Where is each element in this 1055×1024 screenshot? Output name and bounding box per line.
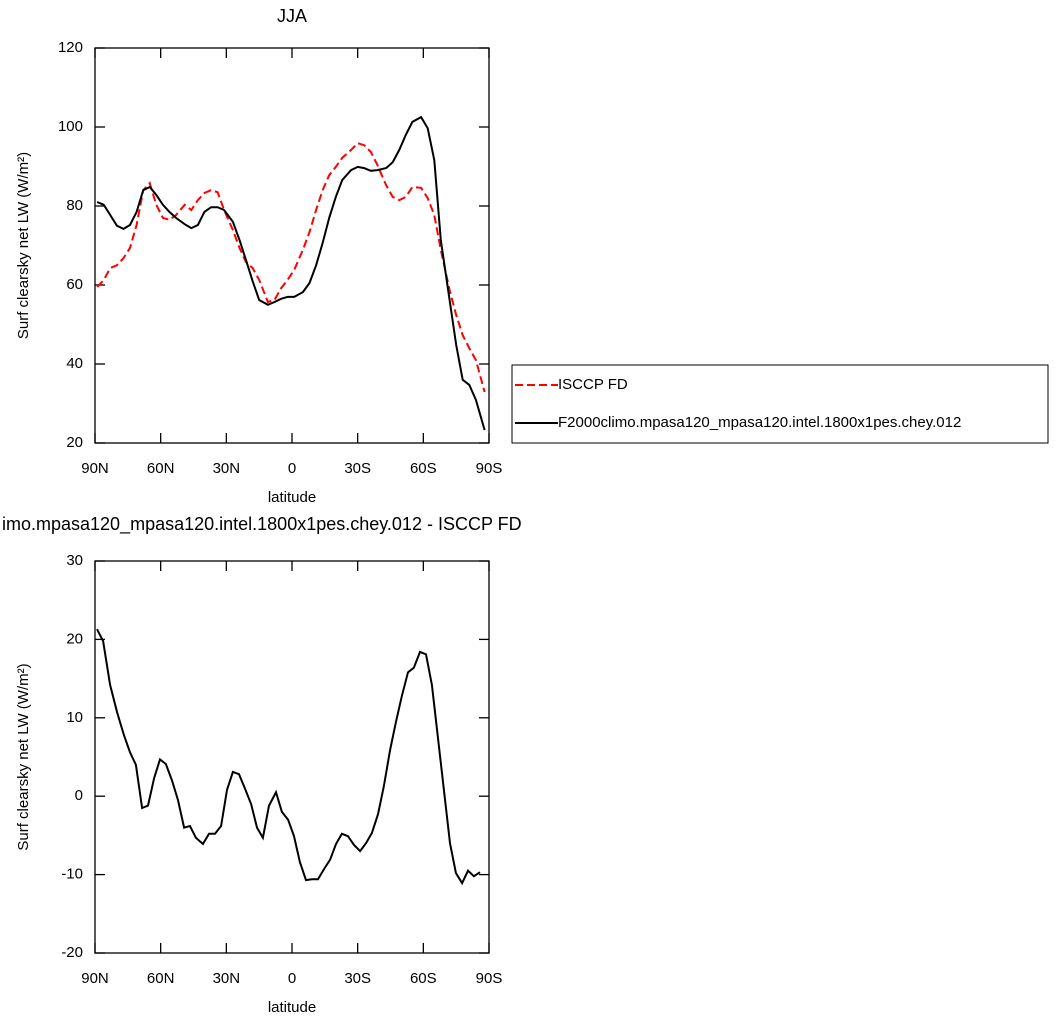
y-tick-label: 60 — [66, 276, 83, 293]
data-line — [96, 628, 481, 886]
y-axis-label: Surf clearsky net LW (W/m²) — [15, 152, 32, 339]
y-tick-label: 40 — [66, 355, 83, 372]
y-tick-label: 80 — [66, 197, 83, 214]
x-tick-label: 90N — [81, 970, 109, 987]
chart-title: JJA — [277, 6, 307, 26]
y-tick-label: 10 — [66, 709, 83, 726]
x-tick-label: 60S — [410, 460, 437, 477]
x-tick-label: 0 — [288, 970, 296, 987]
x-tick-label: 90N — [81, 460, 109, 477]
data-line — [96, 142, 486, 393]
y-tick-label: 20 — [66, 630, 83, 647]
legend-label: ISCCP FD — [558, 376, 628, 393]
x-tick-label: 60S — [410, 970, 437, 987]
x-tick-label: 30S — [344, 460, 371, 477]
x-tick-label: 60N — [147, 970, 175, 987]
y-tick-label: -10 — [61, 866, 83, 883]
x-tick-label: 30N — [213, 970, 241, 987]
y-tick-label: 0 — [75, 787, 83, 804]
plot-frame — [94, 560, 490, 954]
x-tick-label: 30N — [213, 460, 241, 477]
y-tick-label: 120 — [58, 39, 83, 56]
x-axis-label: latitude — [268, 999, 316, 1016]
legend-box — [511, 364, 1049, 444]
y-axis-label: Surf clearsky net LW (W/m²) — [15, 663, 32, 850]
x-tick-label: 90S — [476, 970, 503, 987]
x-tick-label: 90S — [476, 460, 503, 477]
x-tick-label: 60N — [147, 460, 175, 477]
plot-frame — [94, 47, 490, 444]
data-line — [96, 115, 486, 431]
legend-label: F2000climo.mpasa120_mpasa120.intel.1800x… — [558, 414, 961, 431]
chart-title: imo.mpasa120_mpasa120.intel.1800x1pes.ch… — [2, 514, 522, 535]
x-axis-label: latitude — [268, 489, 316, 506]
y-tick-label: -20 — [61, 944, 83, 961]
x-tick-label: 30S — [344, 970, 371, 987]
y-tick-label: 100 — [58, 118, 83, 135]
y-tick-label: 30 — [66, 552, 83, 569]
y-tick-label: 20 — [66, 434, 83, 451]
x-tick-label: 0 — [288, 460, 296, 477]
